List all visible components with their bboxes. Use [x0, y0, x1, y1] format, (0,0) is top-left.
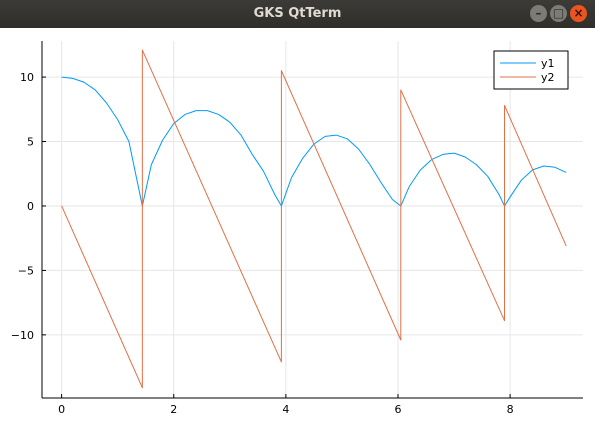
x-tick-label: 2	[170, 403, 177, 416]
close-button[interactable]: ×	[570, 5, 587, 22]
window-title: GKS QtTerm	[253, 6, 342, 21]
y-tick-label: 0	[27, 200, 34, 213]
x-tick-label: 8	[507, 403, 514, 416]
legend-box	[493, 50, 569, 90]
x-tick-label: 6	[394, 403, 401, 416]
x-tick-label: 0	[58, 403, 65, 416]
legend-label: y2	[541, 71, 555, 84]
series-line-y1	[61, 76, 567, 207]
minimize-button[interactable]: –	[530, 5, 547, 22]
maximize-button[interactable]: □	[550, 5, 567, 22]
y-tick-label: −5	[18, 264, 34, 277]
y-tick-label: −10	[11, 329, 34, 342]
series-line-y2	[61, 49, 567, 389]
x-tick-label: 4	[282, 403, 289, 416]
plot-area: 0 2 4 6 8 −10 −5 0 5 10 y1 y2	[0, 28, 595, 427]
legend-label: y1	[541, 57, 555, 70]
y-tick-label: 10	[20, 71, 34, 84]
title-bar[interactable]: GKS QtTerm – □ ×	[0, 0, 595, 28]
y-tick-label: 5	[27, 136, 34, 149]
window-controls: – □ ×	[530, 5, 587, 23]
